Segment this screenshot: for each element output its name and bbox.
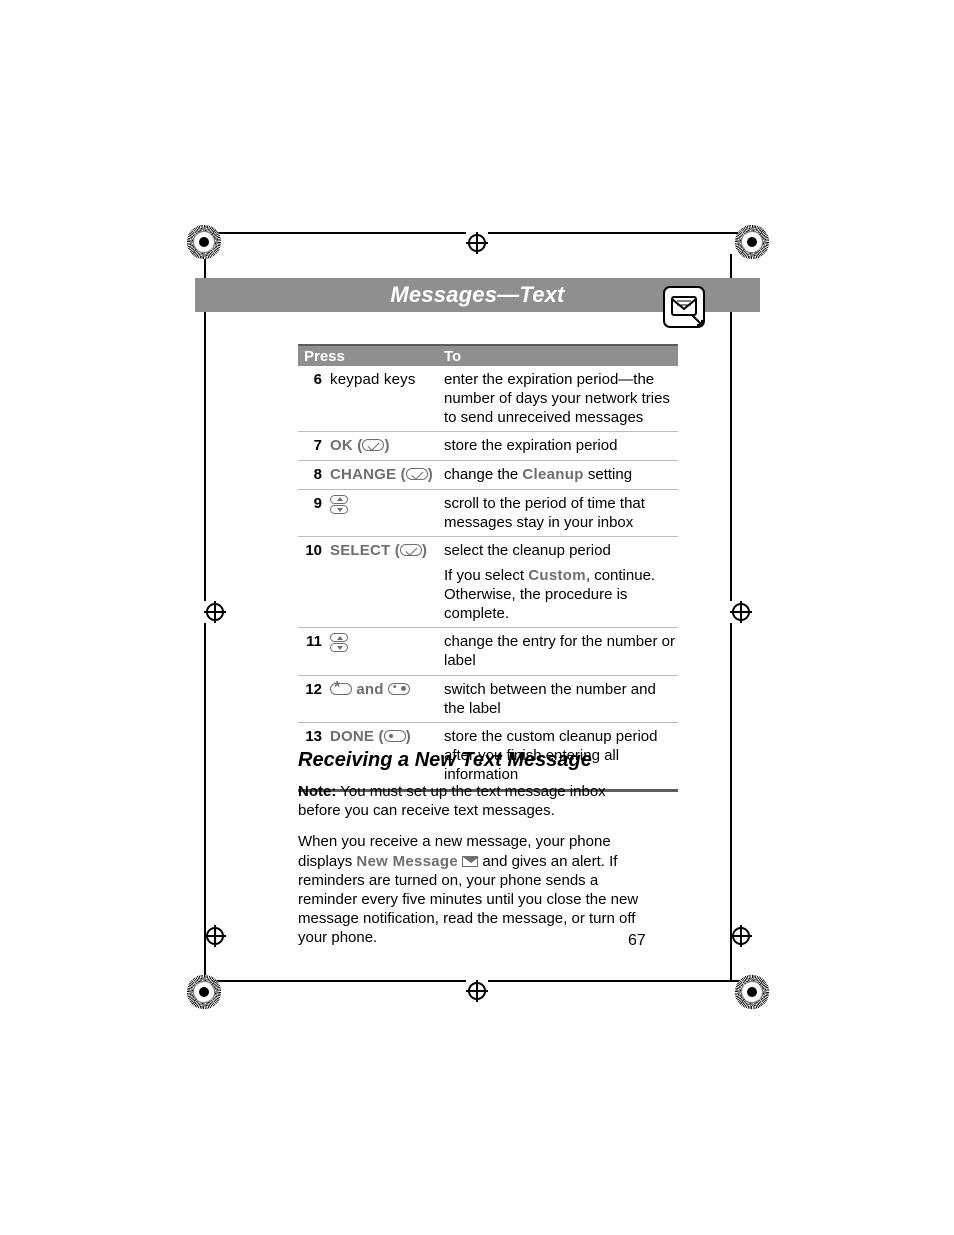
table-row: 6 keypad keys enter the expiration perio… [298,366,678,431]
banner-title: Messages—Text [390,282,564,308]
table-row: 9 scroll to the period of time that mess… [298,489,678,537]
softkey-icon [384,730,406,742]
step-num: 10 [298,541,330,623]
press-cell: SELECT () [330,541,444,623]
rosette-top-right [732,222,772,262]
to-cell: enter the expiration period—the number o… [444,370,678,427]
press-label: OK [330,437,353,454]
to-cell: scroll to the period of time that messag… [444,494,678,533]
body-section: Receiving a New Text Message Note: You m… [298,749,652,960]
press-label: CHANGE [330,466,396,483]
messages-icon [662,285,706,329]
header-to: To [444,348,678,365]
press-cell: keypad keys [330,370,444,427]
note-label: Note: [298,783,336,800]
section-heading: Receiving a New Text Message [298,749,652,772]
body-paragraph: When you receive a new message, your pho… [298,832,652,947]
rosette-top-left [184,222,224,262]
press-label: SELECT [330,542,390,559]
hash-key-icon [388,683,410,695]
step-num: 12 [298,680,330,719]
press-cell [330,632,444,671]
step-num: 11 [298,632,330,671]
step-num: 8 [298,465,330,485]
table-row: 12 and switch between the number and the… [298,675,678,723]
press-cell: OK () [330,436,444,456]
table-row: 7 OK () store the expiration period [298,431,678,460]
to-cell: store the expiration period [444,436,678,456]
envelope-icon [462,856,478,867]
softkey-icon [400,544,422,556]
instructions-table: Press To 6 keypad keys enter the expirat… [298,344,678,792]
to-cell: select the cleanup period If you select … [444,541,678,623]
table-row: 8 CHANGE () change the Cleanup setting [298,460,678,489]
star-key-icon [330,683,352,695]
step-num: 7 [298,436,330,456]
step-num: 9 [298,494,330,533]
updown-icon [330,633,348,652]
press-cell: and [330,680,444,719]
table-row: 11 change the entry for the number or la… [298,627,678,675]
step-num: 6 [298,370,330,427]
table-header: Press To [298,346,678,366]
header-press: Press [298,348,444,365]
press-cell [330,494,444,533]
to-cell: switch between the number and the label [444,680,678,719]
table-row: 10 SELECT () select the cleanup period I… [298,536,678,627]
rosette-bottom-right [732,972,772,1012]
softkey-icon [362,439,384,451]
press-label: DONE [330,728,374,745]
rosette-bottom-left [184,972,224,1012]
to-cell: change the Cleanup setting [444,465,678,485]
press-cell: CHANGE () [330,465,444,485]
note-paragraph: Note: You must set up the text message i… [298,782,652,820]
page-number: 67 [628,932,646,950]
updown-icon [330,495,348,514]
softkey-icon [406,468,428,480]
to-cell: change the entry for the number or label [444,632,678,671]
